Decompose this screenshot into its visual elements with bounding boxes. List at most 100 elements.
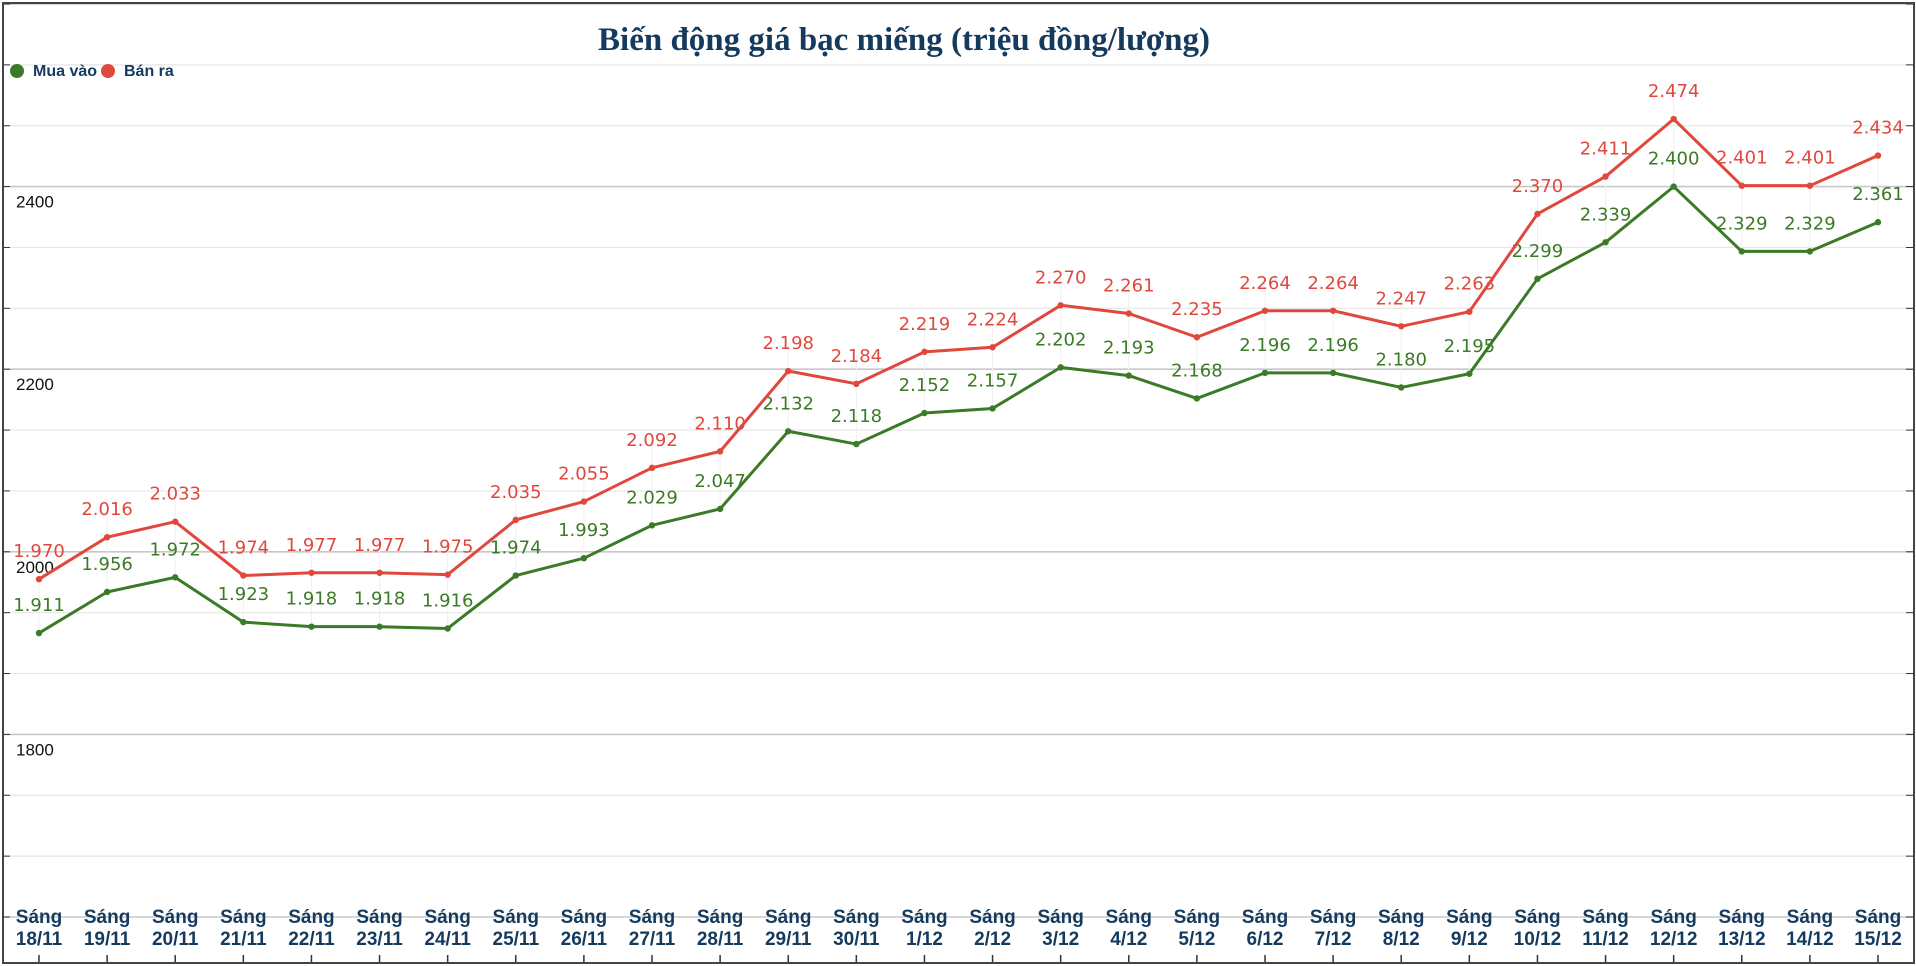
data-point	[1670, 115, 1677, 123]
data-point	[1329, 307, 1337, 314]
data-label: 1.977	[354, 535, 406, 556]
data-point	[1534, 275, 1541, 283]
data-point	[580, 554, 588, 562]
data-point	[444, 625, 451, 632]
y-tick-label: 2000	[16, 558, 54, 577]
x-tick-label: Sáng 3/12	[1037, 907, 1083, 950]
data-point	[512, 572, 519, 579]
data-point	[648, 522, 656, 529]
x-tick-label: Sáng 30/11	[833, 907, 880, 950]
legend-marker-mua-vao	[10, 64, 24, 78]
data-label: 2.235	[1171, 299, 1223, 320]
data-label: 2.299	[1512, 241, 1564, 262]
data-label: 2.195	[1444, 336, 1496, 357]
x-tick-label: Sáng 24/11	[424, 907, 471, 950]
data-label: 2.224	[967, 309, 1019, 330]
data-label: 2.339	[1580, 204, 1632, 225]
data-label: 2.401	[1784, 148, 1836, 169]
x-tick-label: Sáng 20/11	[152, 907, 199, 950]
data-label: 2.474	[1648, 81, 1700, 102]
x-tick-label: Sáng 22/11	[288, 907, 335, 950]
data-point	[1534, 210, 1541, 218]
data-label: 1.956	[81, 554, 133, 575]
data-point	[172, 518, 179, 525]
x-tick-label: Sáng 29/11	[765, 907, 812, 950]
x-tick-label: Sáng 23/11	[356, 907, 403, 950]
x-tick-label: Sáng 18/11	[16, 907, 63, 950]
data-point	[35, 629, 43, 637]
data-label: 2.132	[762, 393, 814, 414]
x-tick-label: Sáng 19/11	[84, 907, 131, 950]
data-label: 2.180	[1375, 349, 1427, 370]
series-line	[38, 185, 1879, 635]
x-tick-label: Sáng 11/12	[1582, 907, 1629, 950]
data-point	[785, 428, 792, 435]
data-point	[103, 588, 111, 596]
data-label: 1.918	[354, 589, 406, 610]
legend-label-ban-ra: Bán ra	[124, 63, 174, 80]
chart-title: Biến động giá bạc miếng (triệu đồng/lượn…	[598, 22, 1210, 58]
data-point	[648, 464, 656, 472]
data-label: 1.974	[490, 538, 542, 559]
data-point	[1602, 239, 1609, 246]
x-tick-label: Sáng 28/11	[697, 907, 744, 950]
data-label: 2.247	[1375, 288, 1427, 309]
data-point	[512, 516, 519, 524]
x-tick-label: Sáng 5/12	[1174, 907, 1220, 950]
data-label: 2.202	[1035, 329, 1087, 350]
data-point	[989, 344, 996, 351]
data-label: 1.918	[286, 589, 338, 610]
data-point	[376, 623, 383, 630]
data-label: 2.152	[899, 375, 951, 396]
data-point	[1125, 372, 1132, 379]
data-label: 2.263	[1444, 274, 1496, 295]
data-point	[989, 405, 996, 412]
data-point	[240, 618, 247, 626]
data-label: 2.092	[626, 430, 678, 451]
data-label: 2.264	[1307, 273, 1359, 294]
data-label: 2.270	[1035, 267, 1087, 288]
data-label: 2.110	[694, 413, 746, 434]
y-tick-label: 2400	[16, 193, 54, 212]
data-label: 2.157	[967, 370, 1019, 391]
x-tick-label: Sáng 14/12	[1786, 907, 1834, 950]
data-point	[1466, 308, 1473, 315]
data-point	[921, 348, 928, 356]
data-point	[716, 448, 724, 455]
data-label: 2.261	[1103, 276, 1155, 297]
x-tick-label: Sáng 21/11	[220, 907, 267, 950]
data-point	[853, 440, 860, 448]
data-label: 2.329	[1716, 213, 1768, 234]
x-tick-label: Sáng 25/11	[493, 907, 540, 950]
data-point	[1398, 323, 1405, 330]
data-label: 1.911	[13, 595, 65, 616]
legend: Mua vào Bán ra	[10, 63, 174, 80]
data-point	[1738, 248, 1745, 255]
x-tick-label: Sáng 12/12	[1650, 907, 1698, 950]
data-point	[376, 569, 383, 576]
data-label: 2.361	[1852, 184, 1904, 205]
data-label: 2.219	[899, 314, 951, 335]
x-tick-label: Sáng 8/12	[1378, 907, 1424, 950]
data-label: 2.264	[1239, 273, 1291, 294]
data-label: 1.916	[422, 590, 474, 611]
data-point	[1261, 307, 1269, 314]
data-label: 2.411	[1580, 139, 1632, 160]
x-tick-label: Sáng 13/12	[1718, 907, 1766, 950]
x-tick-label: Sáng 9/12	[1446, 907, 1492, 950]
data-point	[785, 367, 792, 375]
x-tick-label: Sáng 6/12	[1242, 907, 1288, 950]
data-point	[1466, 370, 1473, 377]
data-label: 2.434	[1852, 118, 1904, 139]
data-label: 2.198	[762, 333, 814, 354]
data-point	[1670, 183, 1677, 190]
data-point	[1193, 395, 1201, 402]
data-label: 2.401	[1716, 148, 1768, 169]
data-label: 1.993	[558, 520, 610, 541]
y-axis: 1800 2000 2200 2400	[16, 193, 54, 760]
data-label: 1.923	[218, 584, 270, 605]
data-label: 2.196	[1239, 335, 1291, 356]
